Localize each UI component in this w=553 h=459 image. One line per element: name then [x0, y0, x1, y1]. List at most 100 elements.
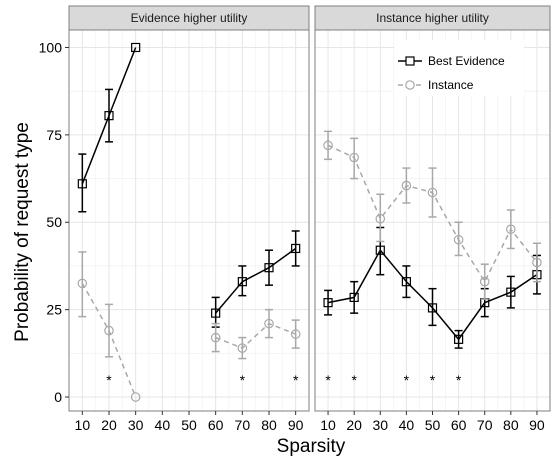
x-tick-label: 90 — [529, 417, 545, 433]
significance-marker: * — [325, 372, 331, 388]
x-tick-label: 70 — [235, 417, 251, 433]
error-bar — [402, 167, 411, 204]
series-line — [215, 322, 296, 349]
data-point-circle — [349, 152, 359, 163]
x-axis: 10 20 30 40 50 60 70 80 90 — [320, 411, 545, 433]
legend-item: Instance — [398, 78, 474, 92]
error-bar — [350, 137, 359, 180]
y-tick-label: 100 — [39, 39, 63, 55]
y-axis-title: Probability of request type — [12, 122, 33, 342]
data-point-circle — [453, 234, 464, 245]
significance-marker: * — [106, 372, 112, 388]
panel-strip-label: Evidence higher utility — [131, 11, 248, 25]
x-tick-label: 50 — [425, 417, 441, 433]
error-bar — [402, 265, 411, 299]
y-tick-label: 75 — [46, 127, 62, 143]
legend: Best Evidence Instance — [394, 40, 524, 96]
data-point-square — [264, 263, 274, 273]
y-tick-label: 50 — [46, 214, 62, 230]
error-bar — [291, 319, 300, 349]
x-tick-label: 40 — [155, 417, 171, 433]
data-point-square — [104, 111, 114, 121]
error-bar — [324, 289, 333, 316]
x-tick-label: 60 — [208, 417, 224, 433]
data-point-square — [375, 245, 385, 255]
y-tick-label: 25 — [46, 302, 62, 318]
error-bar — [238, 265, 247, 297]
series-instance — [323, 130, 542, 300]
data-point-square — [323, 298, 333, 308]
data-point-circle — [290, 329, 301, 339]
y-tick-label: 0 — [54, 389, 62, 405]
error-bar — [78, 251, 87, 318]
x-tick-label: 20 — [346, 417, 362, 433]
data-point-square — [291, 243, 301, 254]
x-tick-label: 70 — [477, 417, 493, 433]
legend-item: Best Evidence — [398, 54, 505, 68]
data-point-square — [401, 277, 411, 287]
legend-label: Best Evidence — [428, 54, 505, 68]
x-tick-label: 80 — [503, 417, 519, 433]
legend-circle-marker — [405, 80, 415, 90]
panel-strip — [314, 5, 551, 31]
x-tick-label: 30 — [372, 417, 388, 433]
data-point-circle — [401, 180, 412, 191]
significance-marker: * — [293, 372, 299, 388]
series-instance — [77, 251, 301, 402]
error-bar — [265, 249, 273, 286]
data-point-circle — [506, 224, 516, 235]
x-tick-label: 10 — [75, 417, 91, 433]
legend-square-marker — [405, 56, 415, 66]
error-bar — [480, 263, 489, 300]
data-point-square — [506, 287, 516, 297]
error-bar — [428, 167, 437, 218]
error-bar — [105, 303, 113, 358]
error-bar — [376, 193, 385, 243]
x-axis-title: Sparsity — [277, 436, 346, 457]
error-bar — [532, 242, 541, 283]
series-line — [215, 247, 297, 314]
data-point-circle — [264, 318, 274, 329]
x-tick-label: 60 — [451, 417, 467, 433]
data-point-circle — [479, 276, 490, 287]
data-point-circle — [532, 257, 542, 268]
x-tick-label: 20 — [101, 417, 117, 433]
error-bar — [350, 280, 359, 314]
x-tick-label: 10 — [320, 417, 336, 433]
data-point-square — [237, 277, 247, 287]
series-best-evidence — [323, 226, 542, 349]
x-tick-label: 40 — [399, 417, 415, 433]
data-point-circle — [375, 213, 386, 224]
significance-marker: * — [240, 372, 246, 388]
error-bar — [265, 308, 273, 339]
error-bar — [454, 329, 463, 349]
significance-marker: * — [430, 372, 436, 388]
x-tick-label: 30 — [128, 417, 144, 433]
error-bar — [428, 287, 437, 327]
data-point-circle — [237, 343, 248, 353]
legend-label: Instance — [428, 78, 474, 92]
panel-0: Evidence higher utility * * * 10 20 30 40 50 60 70… — [68, 5, 310, 433]
y-axis: 0 25 50 75 100 — [39, 39, 69, 405]
significance-marker: * — [404, 372, 410, 388]
significance-marker: * — [456, 372, 462, 388]
data-point-circle — [427, 187, 438, 198]
x-tick-label: 90 — [288, 417, 304, 433]
error-bar — [291, 230, 300, 267]
data-point-square — [349, 292, 359, 302]
x-tick-label: 50 — [181, 417, 197, 433]
data-point-circle — [210, 332, 221, 343]
panel-strip-label: Instance higher utility — [376, 11, 489, 25]
data-point-square — [427, 303, 438, 313]
error-bar — [454, 221, 463, 257]
error-bar — [238, 336, 247, 360]
error-bar — [506, 275, 515, 309]
error-bar — [324, 130, 333, 161]
data-point-square — [131, 42, 141, 53]
significance-marker: * — [351, 372, 357, 388]
error-bar — [506, 209, 515, 250]
panel-strip — [68, 5, 310, 31]
data-point-circle — [323, 140, 333, 151]
data-point-circle — [104, 325, 114, 336]
